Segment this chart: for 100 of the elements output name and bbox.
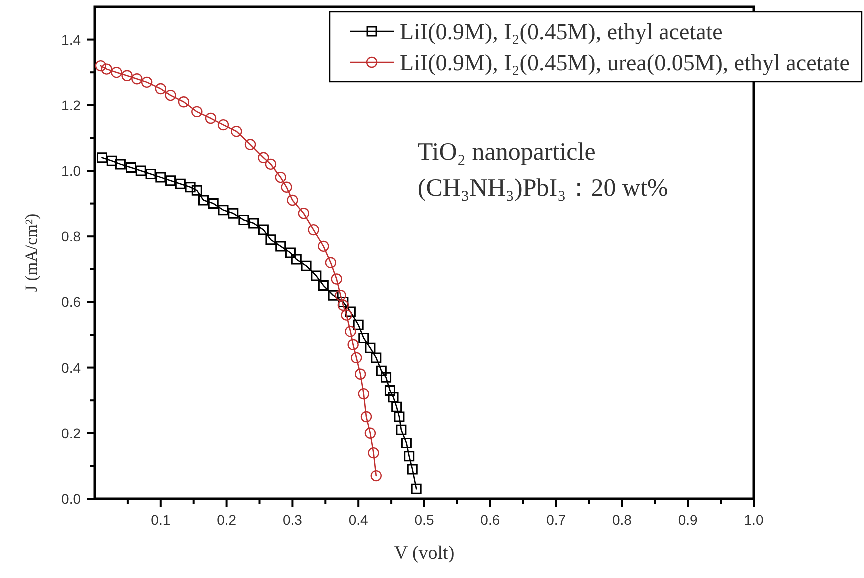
x-tick-label: 0.7 xyxy=(546,512,566,528)
point xyxy=(276,241,286,252)
point xyxy=(238,214,250,226)
legend-label: LiI(0.9M), I₂(0.45M), urea(0.05M), ethyl acetate xyxy=(400,50,850,76)
point xyxy=(132,74,143,85)
point xyxy=(354,368,366,380)
point xyxy=(208,198,219,210)
y-tick-label: 0.2 xyxy=(62,425,82,442)
y-tick-label: 1.2 xyxy=(62,97,82,114)
point xyxy=(111,67,122,78)
x-tick-label: 1.0 xyxy=(744,512,764,528)
point xyxy=(258,224,269,236)
y-tick-label: 1.0 xyxy=(62,163,82,179)
point xyxy=(358,333,370,344)
x-tick-label: 0.2 xyxy=(217,512,237,528)
point xyxy=(281,182,292,193)
point xyxy=(265,158,277,170)
point xyxy=(401,438,412,448)
point xyxy=(353,320,364,330)
point xyxy=(166,176,176,186)
point xyxy=(218,205,229,216)
point xyxy=(358,388,370,400)
point xyxy=(364,428,376,439)
point xyxy=(126,162,136,173)
point xyxy=(192,106,203,118)
point xyxy=(178,96,190,108)
point xyxy=(101,64,112,75)
point xyxy=(376,366,387,376)
point xyxy=(365,342,376,354)
point xyxy=(351,352,362,364)
x-axis-title: V (volt) xyxy=(394,543,455,564)
point xyxy=(275,172,286,184)
x-tick-label: 0.4 xyxy=(348,512,369,528)
point xyxy=(331,274,342,285)
point xyxy=(338,296,349,308)
point xyxy=(368,447,380,459)
point xyxy=(115,159,126,170)
y-tick-label: 0.6 xyxy=(62,294,82,310)
point xyxy=(318,280,329,292)
point xyxy=(228,208,239,219)
y-tick-label: 0.8 xyxy=(62,228,82,245)
point xyxy=(192,185,202,196)
point xyxy=(106,156,118,166)
point xyxy=(97,152,108,164)
point xyxy=(141,76,153,88)
x-tick-label: 0.3 xyxy=(282,512,303,528)
point xyxy=(266,234,276,246)
point xyxy=(285,248,296,258)
x-tick-label: 0.5 xyxy=(414,512,434,528)
point xyxy=(404,451,415,462)
point xyxy=(396,424,407,436)
point xyxy=(388,392,399,403)
point xyxy=(205,112,217,124)
point xyxy=(258,152,270,164)
y-tick-label: 0.0 xyxy=(62,491,82,507)
x-tick-label: 0.1 xyxy=(151,512,171,528)
point xyxy=(218,119,230,131)
point xyxy=(384,386,396,396)
point xyxy=(370,470,382,482)
point xyxy=(394,412,405,422)
point xyxy=(291,254,302,265)
point xyxy=(411,484,422,494)
point xyxy=(301,260,312,272)
y-axis-title: J (mA/cm²) xyxy=(22,214,41,292)
point xyxy=(345,306,356,318)
point xyxy=(348,339,359,350)
point xyxy=(335,290,346,302)
point xyxy=(95,60,107,72)
point xyxy=(175,178,186,190)
point xyxy=(381,372,392,383)
point xyxy=(165,90,176,102)
point xyxy=(244,139,256,150)
point xyxy=(287,194,298,206)
y-tick-label: 1.4 xyxy=(62,32,82,48)
x-tick-label: 0.8 xyxy=(612,512,632,528)
point xyxy=(122,70,133,82)
x-tick-label: 0.9 xyxy=(678,512,698,528)
point xyxy=(311,270,322,282)
point xyxy=(248,218,260,229)
y-tick-label: 0.4 xyxy=(62,360,82,376)
point xyxy=(185,182,196,193)
point xyxy=(231,126,242,138)
point xyxy=(318,240,330,252)
point xyxy=(328,290,339,301)
point xyxy=(360,411,372,423)
point xyxy=(407,464,418,475)
point xyxy=(345,326,356,338)
x-tick-label: 0.6 xyxy=(480,512,500,528)
point xyxy=(338,300,350,312)
point xyxy=(155,83,166,95)
annotation: TiO₂ nanoparticle xyxy=(418,139,596,166)
point xyxy=(198,195,209,206)
annotation: (CH₃NH₃)PbI₃：20 wt% xyxy=(418,175,668,202)
legend-label: LiI(0.9M), I₂(0.45M), ethyl acetate xyxy=(400,20,723,44)
point xyxy=(308,224,320,236)
point xyxy=(298,208,310,220)
point xyxy=(156,172,166,183)
point xyxy=(325,257,337,268)
point xyxy=(392,402,402,412)
point xyxy=(371,352,382,364)
